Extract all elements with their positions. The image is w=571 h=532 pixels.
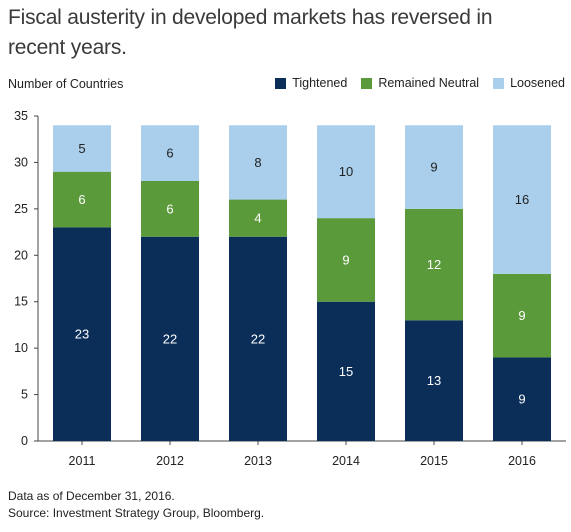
x-tick-label-2014: 2014 (332, 454, 360, 468)
legend-label-loosened: Loosened (510, 76, 565, 90)
bar-2013-remained-neutral (229, 199, 287, 237)
bar-2011-loosened (53, 125, 111, 172)
legend-swatch-loosened (493, 77, 505, 89)
legend-item-neutral: Remained Neutral (361, 76, 479, 90)
data-label-2015-tightened: 13 (427, 373, 441, 388)
bar-2013-tightened (229, 236, 287, 441)
data-label-2012-loosened: 6 (166, 146, 173, 161)
data-label-2012-tightened: 22 (163, 331, 177, 346)
bar-2015-tightened (405, 320, 463, 441)
bar-2013-loosened (229, 125, 287, 200)
data-label-2013-loosened: 8 (254, 155, 261, 170)
data-label-2012-remained-neutral: 6 (166, 201, 173, 216)
bar-2012-tightened (141, 236, 199, 441)
y-axis-label: Number of Countries (8, 77, 124, 91)
x-tick-label-2011: 2011 (69, 454, 96, 468)
data-label-2016-remained-neutral: 9 (518, 308, 525, 323)
chart-title: Fiscal austerity in developed markets ha… (8, 6, 493, 59)
bar-2014-remained-neutral (317, 218, 375, 302)
data-label-2011-remained-neutral: 6 (78, 192, 85, 207)
data-label-2013-remained-neutral: 4 (254, 211, 261, 226)
data-label-2016-loosened: 16 (515, 192, 529, 207)
bar-2011-remained-neutral (53, 171, 111, 228)
x-tick-label-2016: 2016 (508, 454, 536, 468)
y-tick-label-35: 35 (14, 109, 28, 123)
bar-2016-remained-neutral (493, 273, 551, 358)
bar-2012-loosened (141, 125, 199, 181)
y-tick-label-20: 20 (14, 248, 28, 262)
bar-2015-remained-neutral (405, 208, 463, 321)
data-label-2015-remained-neutral: 12 (427, 257, 441, 272)
data-label-2015-loosened: 9 (430, 160, 437, 175)
bar-2016-tightened (493, 357, 551, 441)
y-tick-label-0: 0 (21, 434, 28, 448)
y-tick-label-15: 15 (14, 295, 28, 309)
bar-2012-remained-neutral (141, 181, 199, 237)
data-label-2014-loosened: 10 (339, 164, 353, 179)
y-tick-label-10: 10 (14, 341, 28, 355)
y-tick-label-25: 25 (14, 202, 28, 216)
legend-swatch-neutral (361, 77, 373, 89)
data-label-2011-tightened: 23 (75, 327, 89, 342)
footer: Data as of December 31, 2016. Source: In… (8, 488, 264, 522)
data-label-2011-loosened: 5 (78, 141, 85, 156)
x-tick-label-2015: 2015 (420, 454, 448, 468)
legend-swatch-tightened (275, 77, 287, 89)
x-tick-label-2012: 2012 (156, 454, 184, 468)
legend-item-loosened: Loosened (493, 76, 565, 90)
bar-2016-loosened (493, 125, 551, 274)
y-tick-label-30: 30 (14, 155, 28, 169)
y-tick-label-5: 5 (21, 388, 28, 402)
footer-source: Source: Investment Strategy Group, Bloom… (8, 506, 265, 520)
legend: Tightened Remained Neutral Loosened (275, 76, 565, 90)
bar-2014-tightened (317, 301, 375, 441)
legend-label-tightened: Tightened (292, 76, 348, 90)
legend-label-neutral: Remained Neutral (378, 76, 480, 90)
legend-item-tightened: Tightened (275, 76, 347, 90)
bar-2015-loosened (405, 125, 463, 209)
bar-2014-loosened (317, 125, 375, 219)
x-tick-label-2013: 2013 (244, 454, 272, 468)
data-label-2013-tightened: 22 (251, 331, 265, 346)
footer-note: Data as of December 31, 2016. (8, 489, 175, 503)
data-label-2014-tightened: 15 (339, 364, 353, 379)
bar-2011-tightened (53, 227, 111, 441)
data-label-2016-tightened: 9 (518, 392, 525, 407)
data-label-2014-remained-neutral: 9 (342, 252, 349, 267)
